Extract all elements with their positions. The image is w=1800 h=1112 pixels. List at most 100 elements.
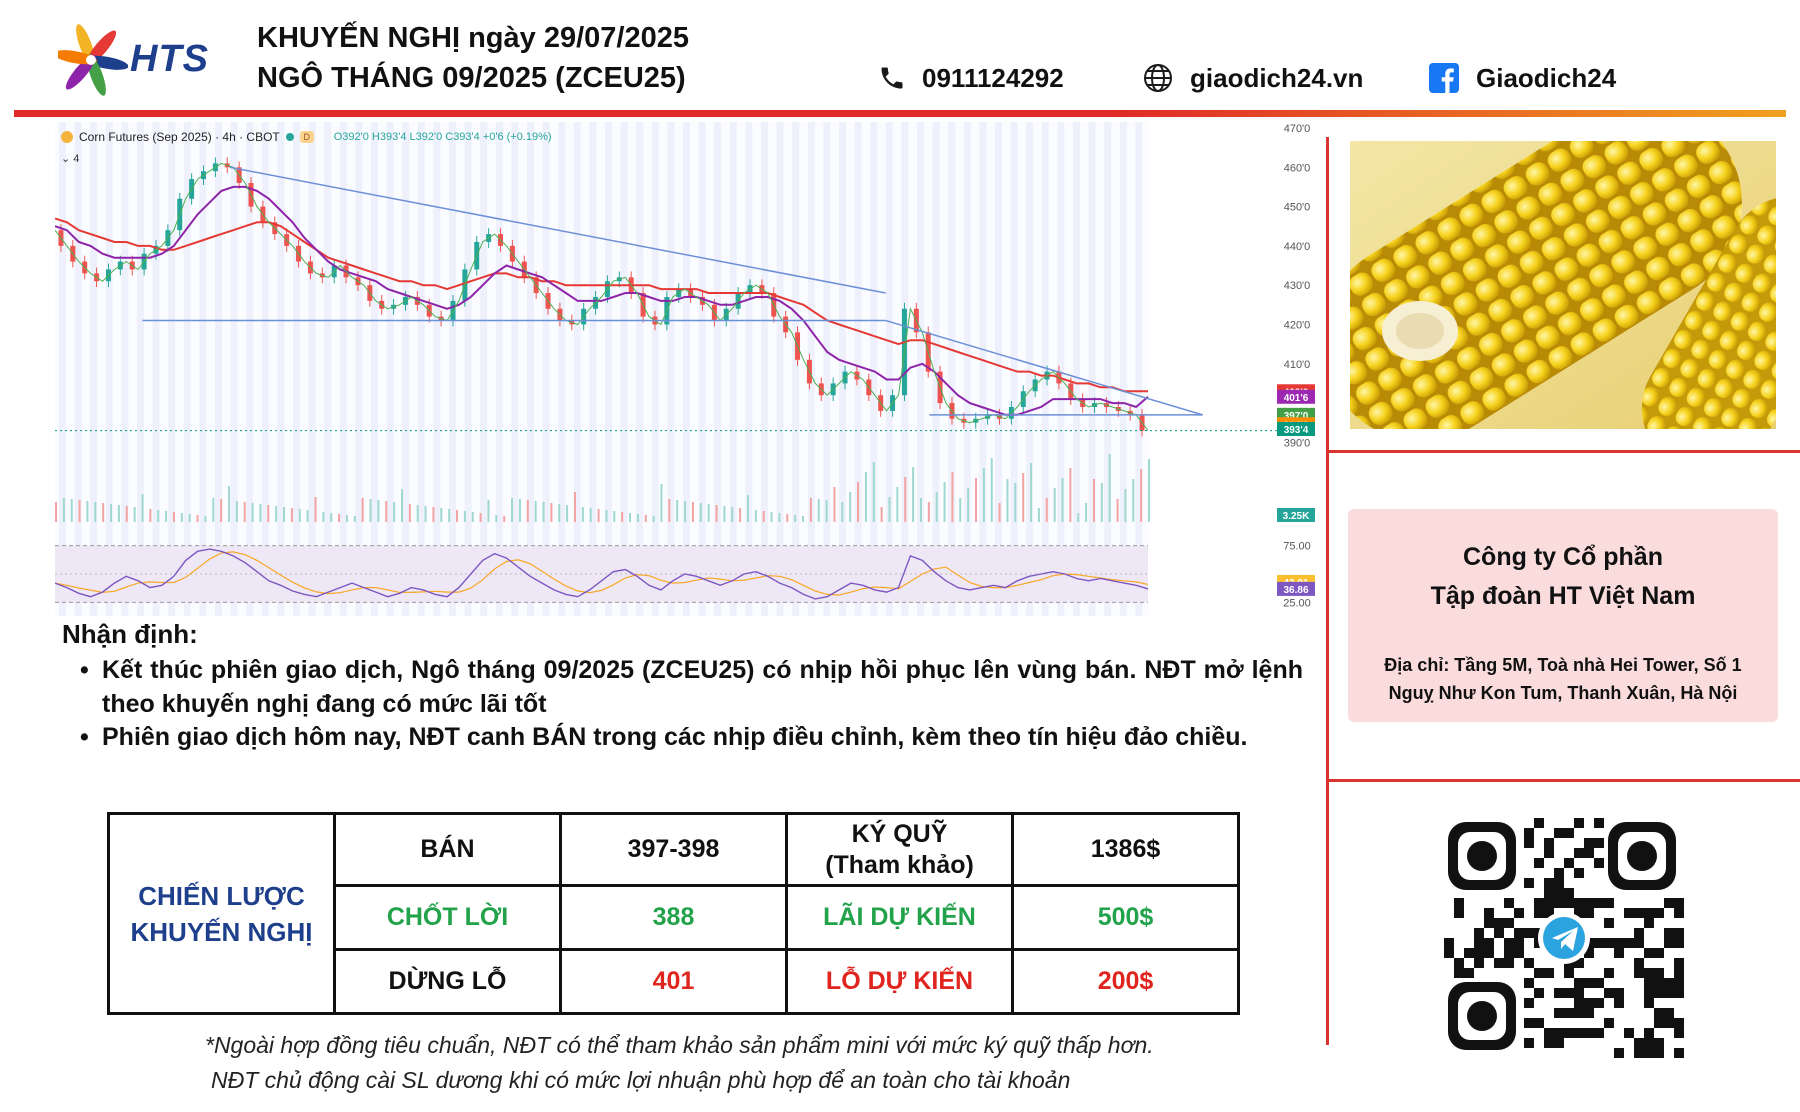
market-status-icon — [285, 133, 294, 141]
qr-module — [1554, 1028, 1564, 1038]
y-tick-label: 430'0 — [1284, 280, 1311, 292]
stop-loss-label-cell: DỪNG LỖ — [333, 948, 562, 1015]
qr-module — [1584, 838, 1594, 848]
expected-profit-label-cell: LÃI DỰ KIẾN — [785, 884, 1014, 951]
volume-bar — [880, 507, 883, 522]
qr-module — [1664, 938, 1674, 948]
qr-finder-inner — [1627, 841, 1657, 871]
volume-bar — [220, 499, 223, 522]
qr-module — [1634, 958, 1644, 968]
contact-facebook[interactable]: Giaodich24 — [1428, 58, 1616, 98]
qr-module — [1594, 818, 1604, 828]
qr-module — [1564, 888, 1574, 898]
session-shade — [573, 122, 581, 616]
indicator-collapse[interactable]: ⌄ 4 — [61, 152, 79, 165]
website-link[interactable]: giaodich24.vn — [1190, 62, 1364, 93]
strategy-label-line2: KHUYẾN NGHỊ — [130, 916, 313, 947]
volume-bar — [408, 504, 411, 522]
contact-phone[interactable]: 0911124292 — [878, 58, 1064, 98]
qr-module — [1654, 948, 1664, 958]
qr-module — [1644, 978, 1654, 988]
qr-module — [1464, 948, 1474, 958]
qr-module — [1444, 938, 1454, 948]
volume-bar — [212, 498, 215, 522]
qr-module — [1484, 908, 1494, 918]
qr-module — [1674, 958, 1684, 968]
qr-finder-inner — [1467, 841, 1497, 871]
qr-module — [1674, 988, 1684, 998]
volume-bar — [951, 472, 954, 522]
qr-module — [1554, 888, 1564, 898]
company-address-line1: Địa chỉ: Tầng 5M, Toà nhà Hei Tower, Số … — [1384, 655, 1742, 675]
qr-module — [1544, 1028, 1554, 1038]
volume-bar — [912, 467, 915, 522]
qr-module — [1534, 968, 1544, 978]
qr-module — [1564, 898, 1574, 908]
oscillator-value-label: 36.86 — [1283, 585, 1308, 596]
qr-module — [1544, 968, 1554, 978]
brand-name: HTS — [130, 38, 209, 80]
contact-website[interactable]: giaodich24.vn — [1142, 58, 1363, 98]
expected-loss-value-cell: 200$ — [1011, 948, 1240, 1015]
volume-bar — [1100, 483, 1103, 522]
price-line — [55, 162, 1149, 431]
qr-module — [1564, 828, 1574, 838]
volume-bar — [644, 515, 647, 522]
volume-bar — [652, 516, 655, 522]
qr-module — [1574, 1028, 1584, 1038]
table-row: CHIẾN LƯỢC KHUYẾN NGHỊ BÁN 397-398 KÝ QU… — [107, 812, 1240, 1015]
qr-module — [1674, 928, 1684, 938]
qr-module — [1554, 1008, 1564, 1018]
volume-bar — [1014, 483, 1017, 522]
volume-bar — [55, 502, 57, 522]
oscillator-value-badge — [1277, 581, 1315, 596]
company-name-line1: Công ty Cổ phần — [1463, 543, 1663, 571]
qr-module — [1544, 908, 1554, 918]
session-shade — [402, 122, 410, 616]
qr-module — [1634, 938, 1644, 948]
qr-module — [1654, 988, 1664, 998]
session-shade — [979, 122, 987, 616]
chart-ohlc: O392'0 H393'4 L392'0 C393'4 +0'6 (+0.19%… — [333, 131, 552, 143]
qr-module — [1514, 938, 1524, 948]
volume-bar — [676, 500, 679, 522]
facebook-page[interactable]: Giaodich24 — [1476, 62, 1617, 93]
volume-bar — [345, 515, 348, 522]
volume-bar — [896, 487, 899, 522]
volume-bar — [1124, 489, 1127, 522]
qr-module — [1524, 978, 1534, 988]
qr-code-graphic — [1444, 818, 1684, 1058]
telegram-qr-code[interactable] — [1444, 818, 1684, 1058]
session-shade — [558, 122, 566, 616]
qr-module — [1564, 858, 1574, 868]
moving-average-line — [55, 185, 1149, 416]
qr-module — [1504, 898, 1514, 908]
volume-bar — [487, 500, 490, 522]
moving-average-line — [55, 217, 1148, 393]
qr-module — [1474, 938, 1484, 948]
volume-bar — [605, 510, 608, 522]
qr-module — [1584, 998, 1594, 1008]
qr-module — [1534, 908, 1544, 918]
qr-module — [1534, 988, 1544, 998]
qr-module — [1634, 928, 1644, 938]
qr-module — [1574, 998, 1584, 1008]
session-shade — [74, 122, 82, 616]
session-shade — [1088, 122, 1096, 616]
volume-bar — [1140, 469, 1143, 522]
volume-bar — [70, 499, 73, 522]
session-shade — [1104, 122, 1112, 616]
volume-bar — [290, 508, 293, 522]
volume-bar — [440, 508, 443, 522]
margin-value-cell: 1386$ — [1011, 812, 1240, 887]
qr-module — [1624, 908, 1634, 918]
qr-module — [1644, 1048, 1654, 1058]
oscillator-tick-label: 75.00 — [1283, 541, 1311, 553]
session-shade — [1119, 122, 1127, 616]
volume-bar — [778, 513, 781, 522]
session-shade — [667, 122, 675, 616]
volume-bar — [62, 498, 65, 522]
volume-bar — [589, 508, 592, 522]
qr-module — [1484, 938, 1494, 948]
session-shade — [246, 122, 254, 616]
